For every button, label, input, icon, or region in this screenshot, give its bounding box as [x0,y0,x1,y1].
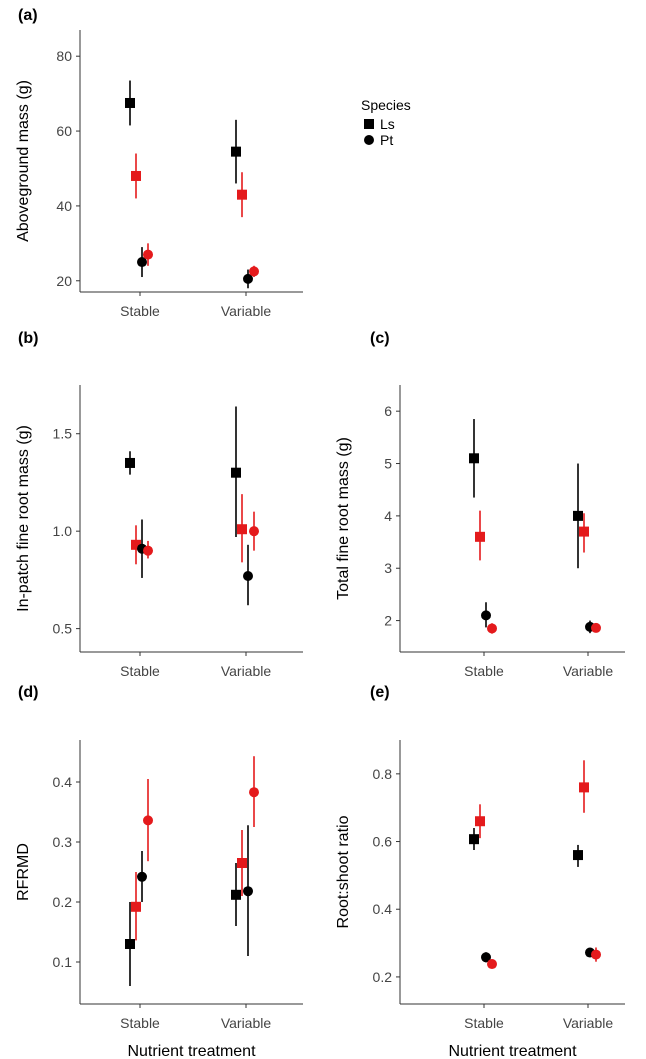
point-dark-ls [579,782,589,793]
point-light-pt [137,257,147,268]
point-light-ls [125,457,135,468]
legend-circle-icon [364,135,374,145]
y-tick-label: 0.6 [373,834,393,850]
x-tick-label: Variable [221,663,272,679]
point-light-pt [481,610,491,621]
x-axis-label: Nutrient treatment [448,1043,577,1059]
point-light-ls [573,510,583,521]
x-tick-label: Stable [464,663,504,679]
point-dark-ls [579,526,589,537]
point-dark-pt [487,959,497,970]
y-tick-label: 2 [384,613,392,629]
y-tick-label: 20 [56,273,72,289]
x-tick-label: Variable [221,1015,272,1031]
panel-label: (d) [18,684,38,701]
y-tick-label: 80 [56,48,72,64]
y-tick-label: 60 [56,123,72,139]
x-tick-label: Stable [120,663,160,679]
point-light-pt [481,952,491,963]
x-tick-label: Variable [563,1015,614,1031]
chart-panel-4: (e) 0.2 0.4 0.6 0.8 Stable Variable Root:shoot … [335,684,625,1059]
y-axis-label: In-patch fine root mass (g) [15,425,32,612]
y-tick-label: 0.2 [53,894,73,910]
point-dark-ls [131,170,141,181]
point-dark-ls [475,816,485,827]
x-tick-label: Stable [120,1015,160,1031]
y-tick-label: 0.4 [373,901,393,917]
y-axis-label: Root:shoot ratio [335,815,352,928]
point-light-ls [469,453,479,464]
legend-label-pt: Pt [380,132,393,148]
point-dark-pt [591,622,601,633]
y-tick-label: 0.8 [373,766,393,782]
chart-panel-2: (c) 2 3 4 5 6 Stable Variable Total fine root ma… [335,330,625,679]
y-tick-label: 0.5 [53,621,73,637]
point-dark-pt [143,815,153,826]
x-tick-label: Variable [563,663,614,679]
y-tick-label: 0.1 [53,954,73,970]
point-dark-ls [237,524,247,535]
legend-label-ls: Ls [380,116,395,132]
legend-title: Species [361,97,411,113]
point-dark-pt [249,266,259,277]
y-tick-label: 1.0 [53,523,73,539]
point-light-pt [243,273,253,284]
point-light-ls [231,467,241,478]
y-tick-label: 0.3 [53,834,73,850]
legend-square-icon [364,119,374,129]
chart-panel-1: (b) 0.5 1.0 1.5 Stable Variable In-patch fine … [15,330,303,679]
chart-panel-0: (a) 20 40 60 80 Stable Variable Aboveground mas… [15,7,303,319]
point-dark-ls [475,531,485,542]
point-dark-ls [131,901,141,912]
point-dark-pt [591,949,601,960]
y-tick-label: 4 [384,508,392,524]
point-light-ls [231,146,241,157]
y-axis-label: RFRMD [15,843,32,901]
point-light-pt [243,886,253,897]
point-dark-pt [249,526,259,537]
point-light-ls [125,97,135,108]
point-light-pt [137,871,147,882]
point-dark-ls [237,858,247,868]
point-dark-pt [249,787,259,798]
chart-panel-3: (d) 0.1 0.2 0.3 0.4 Stable Variable RFRMD Nutrie… [15,684,303,1059]
point-dark-pt [143,249,153,260]
y-tick-label: 6 [384,403,392,419]
point-light-ls [469,834,479,845]
point-dark-pt [143,545,153,556]
point-dark-ls [237,189,247,200]
point-light-pt [243,570,253,581]
x-tick-label: Variable [221,303,272,319]
panel-label: (e) [370,684,390,701]
y-tick-label: 5 [384,456,392,472]
panel-label: (a) [18,7,38,24]
x-axis-label: Nutrient treatment [127,1043,256,1059]
x-tick-label: Stable [120,303,160,319]
y-tick-label: 1.5 [53,426,73,442]
point-light-ls [573,850,583,861]
point-dark-ls [131,539,141,550]
y-tick-label: 0.4 [53,774,73,790]
x-tick-label: Stable [464,1015,504,1031]
point-light-ls [125,939,135,949]
point-light-ls [231,889,241,900]
y-tick-label: 3 [384,560,392,576]
panel-label: (c) [370,330,390,347]
panel-label: (b) [18,330,38,347]
y-tick-label: 0.2 [373,969,393,985]
y-axis-label: Aboveground mass (g) [15,80,32,242]
point-dark-pt [487,623,497,634]
y-axis-label: Total fine root mass (g) [335,437,352,600]
y-tick-label: 40 [56,198,72,214]
